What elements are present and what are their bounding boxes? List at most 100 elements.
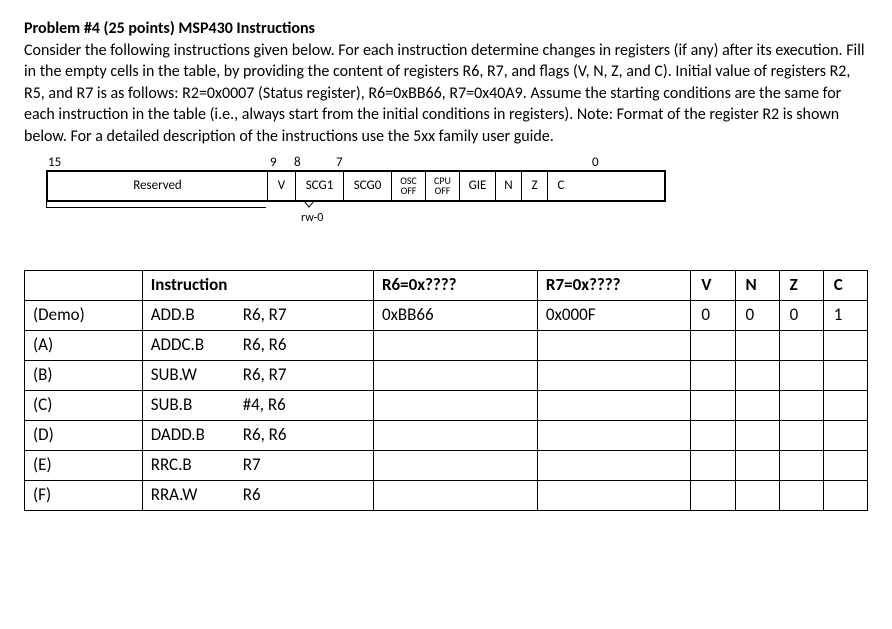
- row-r6: [373, 330, 537, 360]
- row-r7: [537, 480, 690, 510]
- row-c: 1: [823, 300, 867, 330]
- row-r7: [537, 450, 690, 480]
- row-r7: [537, 330, 690, 360]
- row-v: [691, 330, 735, 360]
- header-v: V: [691, 270, 735, 300]
- row-r7: [537, 420, 690, 450]
- row-r6: [373, 360, 537, 390]
- header-z: Z: [779, 270, 823, 300]
- row-instruction: SUB.B#4, R6: [142, 390, 373, 420]
- row-r6: [373, 450, 537, 480]
- problem-title: Problem #4 (25 points) MSP430 Instructio…: [24, 19, 315, 38]
- row-n: [735, 330, 779, 360]
- row-n: [735, 360, 779, 390]
- problem-paragraph: Consider the following instructions give…: [24, 41, 865, 146]
- table-row: (A)ADDC.BR6, R6: [25, 330, 868, 360]
- row-instruction: DADD.BR6, R6: [142, 420, 373, 450]
- row-n: [735, 450, 779, 480]
- register-underline: rw-0: [46, 202, 666, 226]
- rw-label: rw-0: [301, 210, 323, 226]
- row-v: [691, 360, 735, 390]
- table-body: (Demo)ADD.BR6, R70xBB660x000F0001(A)ADDC…: [25, 300, 868, 510]
- cell-cpuoff-bot: OFF: [435, 186, 451, 196]
- row-z: [779, 480, 823, 510]
- row-instruction: SUB.WR6, R7: [142, 360, 373, 390]
- bit-label-0: 0: [592, 154, 599, 172]
- row-instruction: RRA.WR6: [142, 480, 373, 510]
- row-label: (F): [25, 480, 143, 510]
- row-z: [779, 420, 823, 450]
- table-row: (E)RRC.BR7: [25, 450, 868, 480]
- header-c: C: [823, 270, 867, 300]
- row-n: 0: [735, 300, 779, 330]
- row-z: [779, 360, 823, 390]
- row-z: [779, 450, 823, 480]
- instruction-table: Instruction R6=0x???? R7=0x???? V N Z C …: [24, 270, 868, 511]
- row-v: [691, 450, 735, 480]
- row-r6: 0xBB66: [373, 300, 537, 330]
- header-blank: [25, 270, 143, 300]
- table-row: (Demo)ADD.BR6, R70xBB660x000F0001: [25, 300, 868, 330]
- table-header-row: Instruction R6=0x???? R7=0x???? V N Z C: [25, 270, 868, 300]
- row-label: (Demo): [25, 300, 143, 330]
- row-n: [735, 390, 779, 420]
- cell-n: N: [496, 172, 522, 200]
- problem-header: Problem #4 (25 points) MSP430 Instructio…: [24, 18, 868, 148]
- reserved-bracket: [46, 202, 266, 208]
- cell-gie: GIE: [460, 172, 496, 200]
- row-v: [691, 480, 735, 510]
- row-label: (D): [25, 420, 143, 450]
- row-r6: [373, 480, 537, 510]
- header-r7: R7=0x????: [537, 270, 690, 300]
- row-c: [823, 450, 867, 480]
- bit-index-row: 15 9 8 7 0: [46, 154, 666, 170]
- cell-oscoff: OSC OFF: [392, 172, 426, 200]
- table-row: (F)RRA.WR6: [25, 480, 868, 510]
- status-register-row: Reserved V SCG1 SCG0 OSC OFF CPU OFF GIE…: [46, 170, 666, 202]
- rw-tick-icon: [304, 201, 314, 209]
- row-instruction: ADD.BR6, R7: [142, 300, 373, 330]
- header-r6: R6=0x????: [373, 270, 537, 300]
- row-c: [823, 390, 867, 420]
- row-r6: [373, 390, 537, 420]
- row-label: (E): [25, 450, 143, 480]
- cell-c: C: [548, 172, 574, 200]
- bit-label-7: 7: [336, 154, 343, 172]
- row-z: 0: [779, 300, 823, 330]
- row-v: 0: [691, 300, 735, 330]
- row-r6: [373, 420, 537, 450]
- cell-scg0: SCG0: [344, 172, 392, 200]
- table-row: (C)SUB.B#4, R6: [25, 390, 868, 420]
- row-v: [691, 420, 735, 450]
- cell-scg1: SCG1: [296, 172, 344, 200]
- cell-cpuoff: CPU OFF: [426, 172, 460, 200]
- cell-z: Z: [522, 172, 548, 200]
- status-register-diagram: 15 9 8 7 0 Reserved V SCG1 SCG0 OSC OFF …: [46, 154, 666, 226]
- bit-label-9: 9: [270, 154, 277, 172]
- row-z: [779, 330, 823, 360]
- row-label: (C): [25, 390, 143, 420]
- bit-label-8: 8: [294, 154, 301, 172]
- row-c: [823, 360, 867, 390]
- row-instruction: RRC.BR7: [142, 450, 373, 480]
- table-row: (B)SUB.WR6, R7: [25, 360, 868, 390]
- header-n: N: [735, 270, 779, 300]
- row-c: [823, 420, 867, 450]
- row-n: [735, 480, 779, 510]
- row-r7: 0x000F: [537, 300, 690, 330]
- table-row: (D)DADD.BR6, R6: [25, 420, 868, 450]
- row-v: [691, 390, 735, 420]
- row-c: [823, 330, 867, 360]
- header-instruction: Instruction: [142, 270, 373, 300]
- row-label: (A): [25, 330, 143, 360]
- bit-label-15: 15: [48, 154, 61, 172]
- row-z: [779, 390, 823, 420]
- cell-v: V: [268, 172, 296, 200]
- row-label: (B): [25, 360, 143, 390]
- row-instruction: ADDC.BR6, R6: [142, 330, 373, 360]
- row-c: [823, 480, 867, 510]
- row-r7: [537, 390, 690, 420]
- row-n: [735, 420, 779, 450]
- cell-oscoff-bot: OFF: [401, 186, 417, 196]
- row-r7: [537, 360, 690, 390]
